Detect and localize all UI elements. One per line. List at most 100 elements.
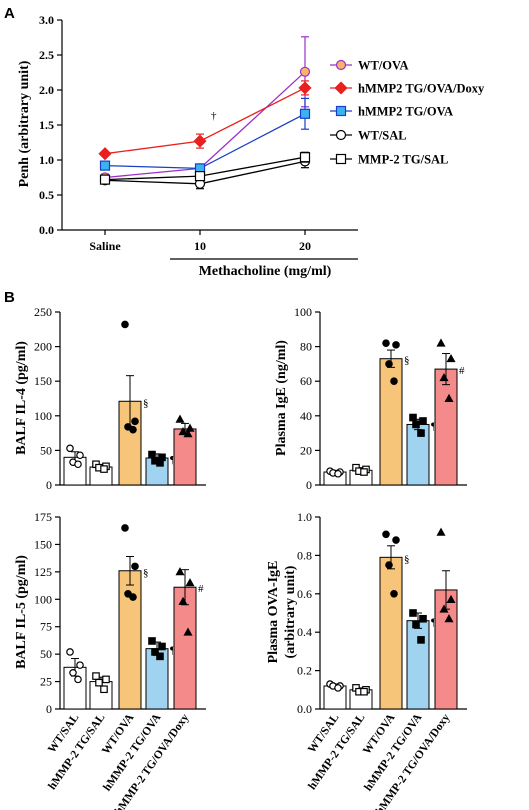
y-tick-label: 1.5 [39, 118, 54, 132]
data-point [99, 160, 111, 171]
y-tick-label: 100 [34, 592, 52, 606]
bar-charts: BALF IL-4 (pg/ml)050100150200250§¶Plasma… [14, 305, 467, 810]
y-tick-label: 60 [300, 374, 312, 388]
y-tick-label: 80 [300, 340, 312, 354]
legend-label: WT/OVA [358, 59, 408, 73]
legend-label: hMMP2 TG/OVA/Doxy [358, 82, 485, 96]
data-point [76, 451, 84, 460]
data-point [193, 134, 207, 148]
data-point [95, 678, 103, 687]
data-point [66, 444, 74, 453]
data-point [121, 320, 129, 329]
y-tick-label: 0 [306, 478, 312, 492]
data-point [298, 81, 312, 95]
series-2 [99, 97, 311, 174]
data-point [156, 652, 164, 661]
data-point [334, 469, 342, 478]
data-point [121, 524, 129, 532]
x-tick-label: 10 [194, 239, 206, 253]
data-point [194, 171, 206, 182]
bar [406, 620, 430, 710]
y-axis-label: BALF IL-4 (pg/ml) [14, 341, 29, 455]
x-tick-label: Saline [89, 239, 121, 253]
legend-item: WT/OVA [330, 59, 408, 73]
significance-mark: § [404, 355, 410, 367]
y-tick-label: 100 [294, 305, 312, 319]
y-tick-label: 0.5 [39, 188, 54, 202]
data-point [148, 450, 156, 459]
data-point [385, 360, 393, 368]
legend-item: WT/SAL [330, 129, 407, 143]
data-point [360, 468, 368, 476]
significance-mark: # [198, 583, 204, 595]
data-point [178, 427, 188, 436]
significance-mark: ¶ [431, 617, 436, 629]
y-tick-label: 1.0 [39, 153, 54, 167]
significance-mark: ¶ [170, 645, 175, 657]
legend-marker [335, 153, 347, 165]
bar [379, 556, 403, 710]
bar-chart-1: Plasma IgE (ng/ml) 0 20 40 60 80 100 § ¶ # [274, 305, 467, 492]
y-tick-label: 200 [34, 340, 52, 354]
data-point [151, 648, 159, 656]
data-point [74, 460, 82, 469]
data-point [444, 393, 454, 402]
y-axis-label: Plasma IgE (ng/ml) [274, 340, 289, 456]
data-point [436, 338, 446, 347]
data-point [175, 567, 185, 576]
data-point [76, 661, 84, 669]
bar [173, 586, 197, 710]
y-tick-label: 100 [34, 409, 52, 423]
significance-mark: § [143, 397, 149, 409]
bar-chart-3: Plasma OVA-IgE (arbitrary unit) 0.0 0.2 0.4 0… [266, 510, 467, 716]
series-line [104, 87, 306, 155]
legend-label: WT/SAL [358, 129, 407, 143]
legend-marker [335, 59, 347, 71]
y-tick-label: 1.0 [297, 510, 312, 524]
y-tick-label: 0 [46, 478, 52, 492]
data-point [99, 174, 111, 185]
data-point [131, 417, 139, 426]
data-point [392, 536, 400, 544]
data-point [185, 578, 195, 587]
data-point [98, 147, 112, 161]
y-tick-label: 25 [40, 675, 52, 689]
data-point [183, 627, 193, 636]
y-tick-label: 20 [300, 443, 312, 457]
data-point [74, 675, 82, 684]
y-tick-label: 0 [46, 702, 52, 716]
data-point [382, 339, 390, 347]
data-point [392, 341, 400, 349]
data-point [299, 66, 311, 77]
y-tick-label: 0.0 [297, 702, 312, 716]
data-point [446, 354, 456, 363]
data-point [446, 594, 456, 604]
data-point [158, 642, 166, 651]
data-point [390, 377, 398, 386]
data-point [444, 614, 454, 623]
data-point [409, 609, 417, 617]
data-point [385, 561, 393, 569]
y-tick-label: 75 [40, 620, 52, 634]
data-point [178, 596, 188, 605]
data-point [412, 420, 420, 429]
y-axis-label: Penh (arbitrary unit) [17, 60, 32, 187]
data-point [439, 604, 449, 613]
bar-chart-2: BALF IL-5 (pg/ml) 0 25 50 75 100 125 150 175 § ¶ # [14, 510, 206, 716]
y-tick-label: 125 [34, 565, 52, 579]
data-point [100, 685, 108, 694]
penh-line-chart: Penh (arbitrary unit) Methacholine (mg/m… [17, 13, 358, 279]
series-4 [99, 151, 311, 185]
y-axis-label-2: (arbitrary unit) [283, 565, 298, 658]
legend: WT/OVA hMMP2 TG/OVA/Doxy hMMP2 TG/OVA WT/SA… [330, 59, 485, 167]
legend-marker [335, 105, 347, 117]
y-tick-label: 2.5 [39, 48, 54, 62]
y-tick-label: 50 [40, 443, 52, 457]
dagger-annotation: † [211, 110, 217, 122]
data-point [390, 589, 398, 598]
data-point [419, 614, 427, 623]
y-tick-label: 50 [40, 647, 52, 661]
panel-label-b: B [4, 289, 15, 306]
series-line [104, 71, 306, 179]
